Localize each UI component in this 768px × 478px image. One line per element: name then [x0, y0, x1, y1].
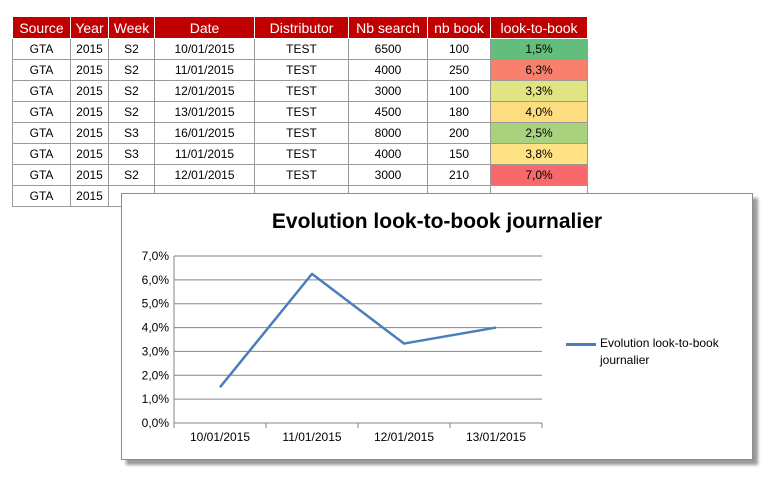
cell-week[interactable]: S2 [108, 164, 155, 186]
cell-distributor[interactable]: TEST [254, 122, 349, 144]
cell-week[interactable]: S3 [108, 143, 155, 165]
cell-nb-search[interactable]: 4000 [348, 143, 428, 165]
y-tick-label: 5,0% [142, 297, 170, 311]
cell-date[interactable]: 12/01/2015 [154, 164, 255, 186]
cell-nb-book[interactable]: 250 [427, 59, 491, 81]
cell-source[interactable]: GTA [12, 143, 71, 165]
cell-nb-book[interactable]: 180 [427, 101, 491, 123]
cell-date[interactable]: 11/01/2015 [154, 59, 255, 81]
y-tick-label: 3,0% [142, 344, 170, 358]
cell-source[interactable]: GTA [12, 164, 71, 186]
cell-nb-book[interactable]: 100 [427, 38, 491, 60]
cell-nb-search[interactable]: 3000 [348, 80, 428, 102]
cell-date[interactable]: 13/01/2015 [154, 101, 255, 123]
y-tick-label: 7,0% [142, 249, 170, 263]
cell-year[interactable]: 2015 [70, 101, 109, 123]
x-tick-label: 12/01/2015 [374, 430, 434, 444]
header-nb-search[interactable]: Nb search [348, 16, 428, 39]
cell-nb-search[interactable]: 3000 [348, 164, 428, 186]
cell-year[interactable]: 2015 [70, 59, 109, 81]
x-tick-label: 10/01/2015 [190, 430, 250, 444]
cell-distributor[interactable]: TEST [254, 38, 349, 60]
table-row[interactable]: GTA 2015 S2 11/01/2015 TEST 4000 250 6,3% [12, 59, 588, 81]
cell-distributor[interactable]: TEST [254, 59, 349, 81]
header-row: Source Year Week Date Distributor Nb sea… [12, 16, 588, 39]
cell-look-to-book[interactable]: 3,3% [490, 80, 588, 102]
header-look-to-book[interactable]: look-to-book [490, 16, 588, 39]
header-nb-book[interactable]: nb book [427, 16, 491, 39]
cell-year[interactable]: 2015 [70, 122, 109, 144]
table-row[interactable]: GTA 2015 S3 11/01/2015 TEST 4000 150 3,8% [12, 143, 588, 165]
cell-distributor[interactable]: TEST [254, 101, 349, 123]
cell-look-to-book[interactable]: 6,3% [490, 59, 588, 81]
cell-nb-search[interactable]: 4500 [348, 101, 428, 123]
cell-week[interactable]: S2 [108, 80, 155, 102]
cell-nb-search[interactable]: 8000 [348, 122, 428, 144]
cell-week[interactable]: S2 [108, 101, 155, 123]
cell-year[interactable]: 2015 [70, 143, 109, 165]
cell-look-to-book[interactable]: 7,0% [490, 164, 588, 186]
cell-source[interactable]: GTA [12, 80, 71, 102]
cell-year[interactable]: 2015 [70, 38, 109, 60]
cell-nb-search[interactable]: 6500 [348, 38, 428, 60]
y-tick-label: 2,0% [142, 368, 170, 382]
cell-nb-book[interactable]: 200 [427, 122, 491, 144]
header-week[interactable]: Week [108, 16, 155, 39]
chart-panel[interactable]: Evolution look-to-book journalier 0,0% 1,… [121, 193, 753, 460]
table-row[interactable]: GTA 2015 S3 16/01/2015 TEST 8000 200 2,5% [12, 122, 588, 144]
cell-source[interactable]: GTA [12, 122, 71, 144]
cell-nb-search[interactable]: 4000 [348, 59, 428, 81]
cell-date[interactable]: 10/01/2015 [154, 38, 255, 60]
cell-nb-book[interactable]: 150 [427, 143, 491, 165]
header-date[interactable]: Date [154, 16, 255, 39]
table-body: GTA 2015 S2 10/01/2015 TEST 6500 100 1,5% GTA 201… [12, 38, 588, 207]
x-tick-label: 11/01/2015 [282, 430, 341, 444]
cell-look-to-book[interactable]: 1,5% [490, 38, 588, 60]
cell-week[interactable]: S2 [108, 38, 155, 60]
cell-source[interactable]: GTA [12, 185, 71, 207]
cell-date[interactable]: 11/01/2015 [154, 143, 255, 165]
header-distributor[interactable]: Distributor [254, 16, 349, 39]
cell-distributor[interactable]: TEST [254, 164, 349, 186]
cell-distributor[interactable]: TEST [254, 143, 349, 165]
y-tick-label: 6,0% [142, 273, 170, 287]
table-row[interactable]: GTA 2015 S2 12/01/2015 TEST 3000 100 3,3% [12, 80, 588, 102]
y-tick-label: 4,0% [142, 321, 170, 335]
cell-date[interactable]: 16/01/2015 [154, 122, 255, 144]
cell-source[interactable]: GTA [12, 38, 71, 60]
y-tick-label: 1,0% [142, 392, 170, 406]
cell-look-to-book[interactable]: 4,0% [490, 101, 588, 123]
line-chart: 0,0% 1,0% 2,0% 3,0% 4,0% 5,0% 6,0% 7,0% 10/01/20… [142, 249, 543, 444]
data-table: Source Year Week Date Distributor Nb sea… [12, 16, 588, 207]
cell-nb-book[interactable]: 100 [427, 80, 491, 102]
legend-label: Evolution look-to-book journalier [600, 336, 719, 367]
cell-nb-book[interactable]: 210 [427, 164, 491, 186]
header-year[interactable]: Year [70, 16, 109, 39]
cell-date[interactable]: 12/01/2015 [154, 80, 255, 102]
chart-title: Evolution look-to-book journalier [271, 210, 603, 233]
cell-source[interactable]: GTA [12, 101, 71, 123]
header-source[interactable]: Source [12, 16, 71, 39]
cell-look-to-book[interactable]: 2,5% [490, 122, 588, 144]
cell-week[interactable]: S2 [108, 59, 155, 81]
y-tick-label: 0,0% [142, 416, 170, 430]
cell-year[interactable]: 2015 [70, 164, 109, 186]
legend-line-swatch [566, 343, 596, 346]
x-tick-label: 13/01/2015 [466, 430, 526, 444]
cell-year[interactable]: 2015 [70, 80, 109, 102]
cell-look-to-book[interactable]: 3,8% [490, 143, 588, 165]
cell-year[interactable]: 2015 [70, 185, 109, 207]
table-row[interactable]: GTA 2015 S2 12/01/2015 TEST 3000 210 7,0% [12, 164, 588, 186]
cell-week[interactable]: S3 [108, 122, 155, 144]
table-row[interactable]: GTA 2015 S2 13/01/2015 TEST 4500 180 4,0% [12, 101, 588, 123]
series-line [219, 272, 497, 389]
table-row[interactable]: GTA 2015 S2 10/01/2015 TEST 6500 100 1,5% [12, 38, 588, 60]
cell-source[interactable]: GTA [12, 59, 71, 81]
cell-distributor[interactable]: TEST [254, 80, 349, 102]
